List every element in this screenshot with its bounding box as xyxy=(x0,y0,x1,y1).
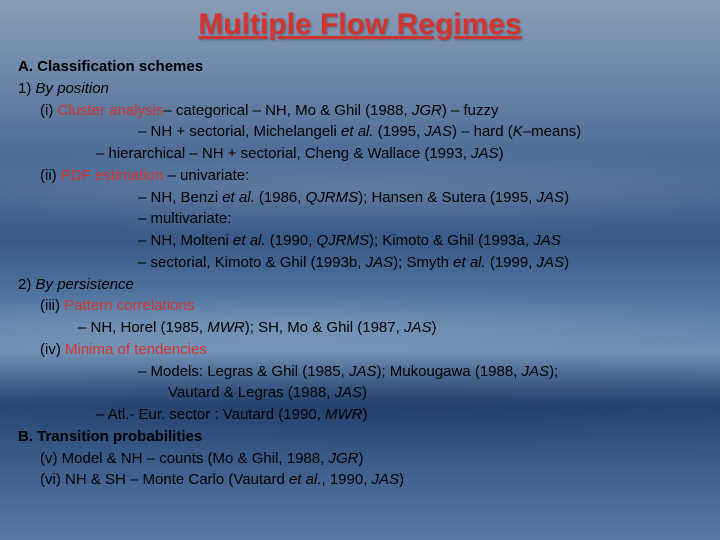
ii-line2-qjrms: QJRMS xyxy=(306,189,359,206)
ii-line2-jas: JAS xyxy=(537,189,565,206)
slide-title: Multiple Flow Regimes xyxy=(18,8,702,42)
slide-content: A. Classification schemes 1) By position… xyxy=(18,56,702,491)
iii-line2: – NH, Horel (1985, MWR); SH, Mo & Ghil (… xyxy=(18,317,702,339)
i-tail2: ) – fuzzy xyxy=(442,102,499,119)
item-1-number: 1) xyxy=(18,80,36,97)
ii-red: PDF estimation xyxy=(61,167,164,184)
ii-line5-jas2: JAS xyxy=(537,254,565,271)
ii-line2d: ) xyxy=(564,189,569,206)
item-1: 1) By position xyxy=(18,78,702,100)
vi-etal: et al. xyxy=(289,471,322,488)
ii-line4c: ); Kimoto & Ghil (1993a, xyxy=(369,232,533,249)
iii-line2-jas: JAS xyxy=(404,319,432,336)
i-line2-jas: JAS xyxy=(424,123,452,140)
iv-line3a: Vautard & Legras (1988, xyxy=(168,384,335,401)
vi-tail: , 1990, xyxy=(322,471,372,488)
item-1-label: By position xyxy=(36,80,109,97)
item-i: (i) Cluster analysis– categorical – NH, … xyxy=(18,100,702,122)
ii-line2-etal: et al. xyxy=(222,189,255,206)
iv-line4b: ) xyxy=(363,406,368,423)
iv-line2-jas2: JAS xyxy=(522,363,550,380)
item-2-number: 2) xyxy=(18,276,36,293)
vi-jas: JAS xyxy=(372,471,400,488)
ii-label: (ii) xyxy=(40,167,61,184)
ii-line5b: ); Smyth xyxy=(393,254,453,271)
iv-line3b: ) xyxy=(362,384,367,401)
ii-tail: – univariate: xyxy=(163,167,249,184)
ii-line2: – NH, Benzi et al. (1986, QJRMS); Hansen… xyxy=(18,187,702,209)
item-vi: (vi) NH & SH – Monte Carlo (Vautard et a… xyxy=(18,469,702,491)
i-line2b: (1995, xyxy=(374,123,425,140)
iv-line3-jas: JAS xyxy=(335,384,363,401)
vi-label: (vi) NH & SH – Monte Carlo (Vautard xyxy=(40,471,289,488)
ii-line5a: – sectorial, Kimoto & Ghil (1993b, xyxy=(138,254,366,271)
i-line2d: –means) xyxy=(523,123,581,140)
ii-line2b: (1986, xyxy=(255,189,306,206)
ii-line4-qjrms: QJRMS xyxy=(316,232,369,249)
iii-line2c: ) xyxy=(431,319,436,336)
item-v: (v) Model & NH – counts (Mo & Ghil, 1988… xyxy=(18,448,702,470)
ii-line5: – sectorial, Kimoto & Ghil (1993b, JAS);… xyxy=(18,252,702,274)
ii-line4b: (1990, xyxy=(266,232,317,249)
iv-red: Minima of tendencies xyxy=(65,341,207,358)
v-jgr: JGR xyxy=(328,450,358,467)
iv-line2a: – Models: Legras & Ghil (1985, xyxy=(138,363,349,380)
iii-label: (iii) xyxy=(40,297,64,314)
i-line2-etal: et al. xyxy=(341,123,374,140)
vi-tail2: ) xyxy=(399,471,404,488)
i-jgr: JGR xyxy=(412,102,442,119)
ii-line4a: – NH, Molteni xyxy=(138,232,233,249)
i-tail: – categorical – NH, Mo & Ghil (1988, xyxy=(163,102,411,119)
iii-red: Pattern correlations xyxy=(64,297,194,314)
ii-line5-jas: JAS xyxy=(366,254,394,271)
item-iv: (iv) Minima of tendencies xyxy=(18,339,702,361)
i-line2: – NH + sectorial, Michelangeli et al. (1… xyxy=(18,121,702,143)
iv-label: (iv) xyxy=(40,341,65,358)
item-iii: (iii) Pattern correlations xyxy=(18,295,702,317)
iii-line2b: ); SH, Mo & Ghil (1987, xyxy=(245,319,404,336)
i-red: Cluster analysis xyxy=(58,102,164,119)
iv-line4: – Atl.- Eur. sector : Vautard (1990, MWR… xyxy=(18,404,702,426)
item-ii: (ii) PDF estimation – univariate: xyxy=(18,165,702,187)
i-line3: – hierarchical – NH + sectorial, Cheng &… xyxy=(18,143,702,165)
item-2-label: By persistence xyxy=(36,276,134,293)
iv-line2-jas: JAS xyxy=(349,363,377,380)
i-line3-jas: JAS xyxy=(471,145,499,162)
i-line2a: – NH + sectorial, Michelangeli xyxy=(138,123,341,140)
ii-line4-jas: JAS xyxy=(533,232,561,249)
i-line2-k: K xyxy=(513,123,523,140)
section-b-heading: B. Transition probabilities xyxy=(18,426,702,448)
ii-line5d: ) xyxy=(564,254,569,271)
iv-line3: Vautard & Legras (1988, JAS) xyxy=(18,382,702,404)
i-line3b: ) xyxy=(499,145,504,162)
iv-line2: – Models: Legras & Ghil (1985, JAS); Muk… xyxy=(18,361,702,383)
iv-line4a: – Atl.- Eur. sector : Vautard (1990, xyxy=(96,406,325,423)
iv-line2c: ); xyxy=(549,363,558,380)
i-line3a: – hierarchical – NH + sectorial, Cheng &… xyxy=(96,145,471,162)
iii-line2-mwr: MWR xyxy=(207,319,245,336)
slide: Multiple Flow Regimes A. Classification … xyxy=(0,0,720,540)
item-2: 2) By persistence xyxy=(18,274,702,296)
ii-line2c: ); Hansen & Sutera (1995, xyxy=(358,189,536,206)
iv-line4-mwr: MWR xyxy=(325,406,363,423)
ii-line5-etal: et al. xyxy=(453,254,486,271)
ii-line4: – NH, Molteni et al. (1990, QJRMS); Kimo… xyxy=(18,230,702,252)
iv-line2b: ); Mukougawa (1988, xyxy=(376,363,521,380)
ii-line2a: – NH, Benzi xyxy=(138,189,222,206)
i-line2c: ) – hard ( xyxy=(452,123,513,140)
v-tail: ) xyxy=(358,450,363,467)
ii-line3: – multivariate: xyxy=(18,208,702,230)
ii-line5c: (1999, xyxy=(486,254,537,271)
iii-line2a: – NH, Horel (1985, xyxy=(78,319,207,336)
section-a-heading: A. Classification schemes xyxy=(18,56,702,78)
i-label: (i) xyxy=(40,102,58,119)
ii-line4-etal: et al. xyxy=(233,232,266,249)
v-label: (v) Model & NH – counts (Mo & Ghil, 1988… xyxy=(40,450,328,467)
